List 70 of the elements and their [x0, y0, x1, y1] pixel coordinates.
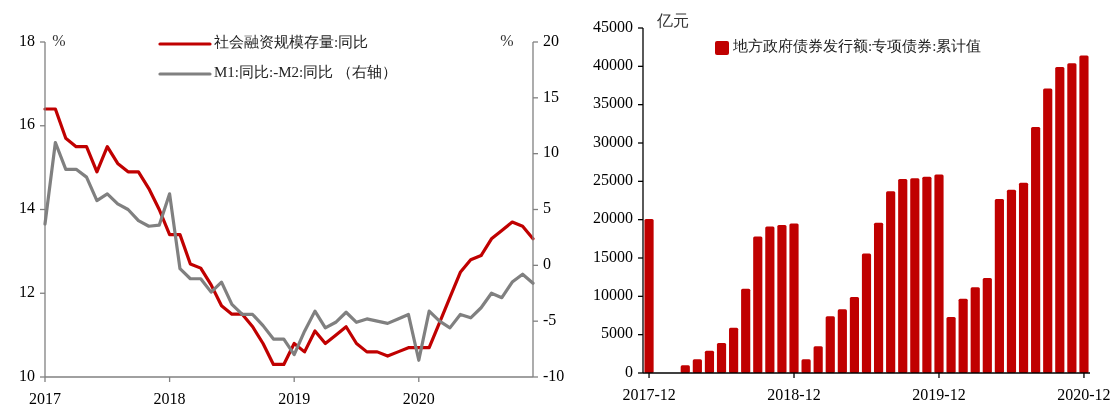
- bar: [704, 350, 715, 373]
- y-tick-label: 14: [19, 199, 35, 217]
- y2-tick-label: -5: [543, 310, 557, 328]
- y2-axis-title: %: [500, 31, 514, 49]
- y-tick-label: 25000: [593, 171, 633, 189]
- bar: [1043, 88, 1053, 373]
- x-tick-label: 2018-12: [767, 385, 821, 403]
- bar: [910, 178, 920, 373]
- bar: [849, 297, 860, 373]
- y2-tick-label: 5: [543, 199, 551, 217]
- y-tick-label: 40000: [593, 56, 633, 74]
- bar: [692, 359, 702, 373]
- bar: [729, 327, 739, 373]
- bar: [1006, 189, 1017, 373]
- bar: [958, 298, 968, 373]
- bar: [970, 287, 980, 373]
- y2-tick-label: -10: [543, 366, 565, 384]
- x-tick-label: 2020: [402, 389, 435, 407]
- y-tick-label: 18: [19, 31, 35, 49]
- bar: [765, 226, 775, 373]
- legend-label: M1:同比:-M2:同比 （右轴）: [214, 64, 397, 81]
- bar: [753, 236, 763, 373]
- y2-tick-label: 10: [543, 143, 559, 161]
- y-tick-label: 35000: [593, 94, 633, 112]
- y-tick-label: 30000: [593, 132, 633, 150]
- legend-label: 社会融资规模存量:同比: [214, 34, 369, 51]
- bar: [777, 225, 787, 373]
- bar: [861, 253, 872, 373]
- bar: [898, 179, 908, 373]
- bar: [946, 317, 956, 373]
- bar: [716, 343, 727, 373]
- y2-tick-label: 20: [543, 31, 559, 49]
- bar: [813, 346, 823, 373]
- x-tick-label: 2018: [153, 389, 186, 407]
- x-tick-label: 2019: [278, 389, 311, 407]
- y-tick-label: 5000: [601, 324, 633, 342]
- x-tick-label: 2017-12: [622, 385, 676, 403]
- y-tick-label: 10000: [593, 286, 633, 304]
- bar: [982, 277, 992, 373]
- y-tick-label: 45000: [593, 17, 633, 35]
- y-tick-label: 20000: [593, 209, 633, 227]
- x-tick-label: 2017: [29, 389, 61, 407]
- bar: [934, 174, 944, 373]
- legend-label: 地方政府债券发行额:专项债券:累计值: [732, 38, 982, 55]
- bar: [886, 191, 896, 373]
- y2-tick-label: 15: [543, 87, 559, 105]
- y-axis-title: %: [52, 31, 66, 49]
- bar: [1055, 67, 1065, 373]
- bar: [1018, 182, 1029, 373]
- x-tick-label: 2019-12: [912, 385, 966, 403]
- bar: [644, 218, 654, 373]
- bar: [873, 222, 884, 373]
- bar: [789, 223, 799, 373]
- bar: [1079, 55, 1089, 373]
- bar: [1067, 63, 1077, 373]
- y-tick-label: 16: [19, 115, 35, 133]
- y-tick-label: 15000: [593, 247, 633, 265]
- bar: [801, 359, 811, 373]
- y2-tick-label: 0: [543, 255, 551, 273]
- bar: [741, 288, 751, 373]
- y-tick-label: 10: [19, 366, 35, 384]
- bar: [994, 198, 1004, 373]
- x-tick-label: 2020-12: [1057, 385, 1111, 403]
- bar: [1031, 126, 1041, 373]
- y-tick-label: 12: [19, 282, 35, 300]
- bar: [825, 316, 835, 373]
- bar: [837, 309, 847, 373]
- y-axis-title: 亿元: [656, 11, 689, 29]
- bar: [922, 176, 932, 373]
- y-tick-label: 0: [625, 362, 633, 380]
